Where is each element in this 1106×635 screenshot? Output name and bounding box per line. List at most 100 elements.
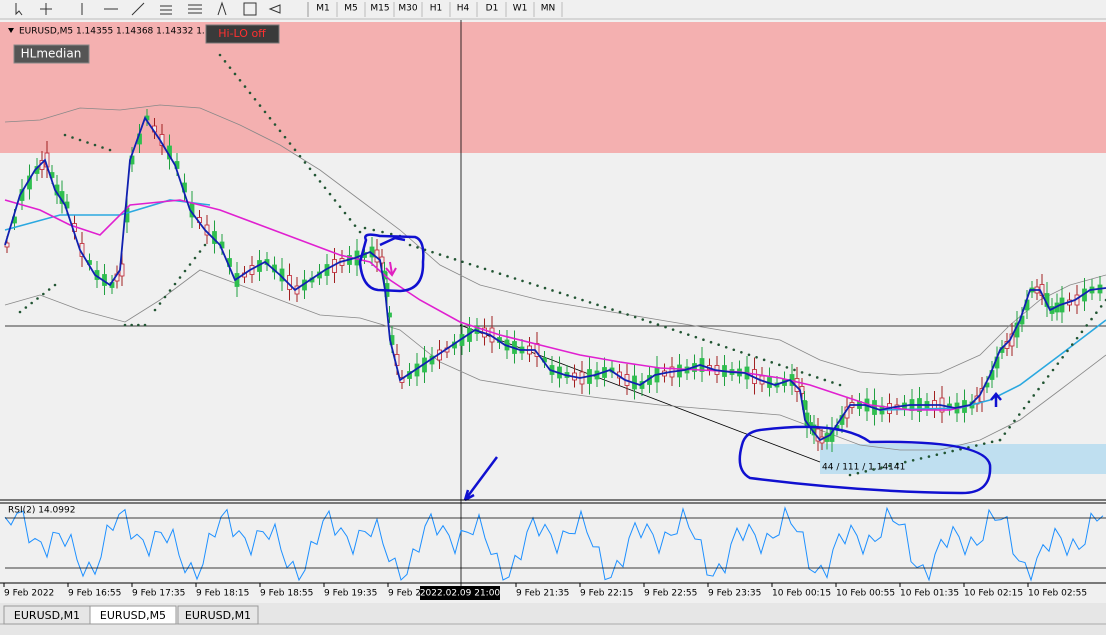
tab-label[interactable]: EURUSD,M5 [100, 609, 166, 622]
sar-dot [453, 258, 457, 261]
sar-dot [880, 466, 883, 469]
tab-label[interactable]: EURUSD,M1 [185, 609, 251, 622]
sar-dot [558, 291, 562, 295]
resistance-zone [0, 22, 1106, 153]
sar-dot [233, 72, 237, 76]
hl-median [4, 116, 1106, 442]
sar-dot [1046, 375, 1050, 378]
sell-arrow [385, 261, 397, 277]
tab-label[interactable]: EURUSD,M1 [14, 609, 80, 622]
sar-dot [1080, 330, 1084, 334]
sar-dot [724, 345, 728, 349]
sar-dot [158, 302, 162, 305]
sar-dot [935, 453, 939, 457]
sar-dot [308, 167, 312, 171]
sar-dot [223, 60, 227, 63]
timeframe-button[interactable]: W1 [513, 4, 528, 14]
sar-dot [528, 281, 532, 285]
sar-dot [438, 253, 442, 256]
sar-dot [498, 272, 502, 276]
time-label: 10 Feb 01:35 [900, 589, 959, 599]
sar-dot [53, 283, 57, 287]
sar-dot [990, 440, 994, 444]
sar-dot [1051, 368, 1055, 372]
sar-dot [694, 335, 698, 339]
sar-dot [93, 143, 97, 147]
sar-dot [800, 371, 804, 374]
time-label: 10 Feb 00:15 [772, 589, 831, 599]
sar-dot [679, 330, 682, 334]
sar-dot [633, 315, 637, 319]
sar-dot [372, 228, 376, 232]
timeframe-button[interactable]: M15 [370, 4, 389, 14]
sar-dot [1061, 355, 1064, 359]
sar-dot [42, 292, 45, 296]
sar-dot [228, 66, 232, 69]
sar-dot [521, 279, 524, 283]
sar-dot [626, 313, 629, 316]
sar-dot [63, 133, 67, 137]
sar-dot [831, 381, 834, 384]
sar-dot [483, 267, 487, 271]
sar-dot [513, 277, 517, 280]
sar-dot [664, 325, 667, 329]
time-label: 9 Feb 2022 [4, 589, 54, 599]
sar-dot [101, 146, 104, 149]
time-label: 10 Feb 02:55 [1028, 589, 1087, 599]
sar-dot [808, 373, 811, 377]
sar-dot [153, 308, 157, 312]
timeframe-button[interactable]: H1 [430, 4, 443, 14]
timeframe-button[interactable]: M30 [398, 4, 417, 14]
sar-dot [363, 226, 367, 230]
timeframe-button[interactable]: MN [541, 4, 556, 14]
timeframe-button[interactable]: M1 [316, 4, 330, 14]
time-label: 9 Feb 17:35 [132, 589, 185, 599]
sar-dot [198, 250, 202, 253]
time-label: 10 Feb 02:15 [964, 589, 1023, 599]
sar-dot [793, 368, 796, 372]
sar-dot [431, 250, 434, 254]
sar-dot [446, 255, 449, 259]
hilo-button-label[interactable]: Hi-LO off [218, 27, 266, 40]
tab[interactable] [177, 605, 259, 625]
sar-dot [1037, 387, 1040, 391]
sar-dot [1070, 343, 1074, 346]
hlmedian-button[interactable] [13, 44, 90, 64]
sar-dot [1075, 336, 1079, 340]
sar-dot [982, 442, 986, 445]
sar-dot [911, 458, 915, 462]
tab[interactable] [89, 605, 177, 625]
sar-dot [770, 361, 774, 364]
sar-dot [1090, 317, 1093, 321]
sar-dot [951, 449, 954, 453]
sar-dot [137, 323, 140, 327]
sar-dot [1099, 305, 1103, 308]
sar-dot [416, 246, 419, 249]
sar-dot [71, 136, 74, 139]
lower-band [4, 269, 1106, 451]
sar-dot [543, 286, 547, 290]
sar-dot [785, 366, 789, 369]
timeframe-button[interactable]: H4 [457, 4, 470, 14]
hlmedian-button-label[interactable]: HLmedian [21, 47, 82, 61]
sar-dot [998, 438, 1002, 442]
sar-dot [603, 305, 607, 309]
sar-dot [130, 323, 133, 327]
indicators [4, 53, 1106, 582]
timeframe-button[interactable]: D1 [486, 4, 499, 14]
time-label: 9 Feb 23:35 [708, 589, 761, 599]
sar-dot [717, 343, 720, 347]
sar-dot [24, 306, 28, 309]
sar-dot [1008, 425, 1011, 429]
sar-dot [864, 470, 868, 473]
sar-dot [163, 295, 167, 299]
sar-dot [468, 262, 472, 266]
time-label: 9 Feb 16:55 [68, 589, 121, 599]
toolbar [0, 0, 1106, 19]
timeframe-button[interactable]: M5 [344, 4, 358, 14]
sar-dot [566, 293, 569, 297]
sar-dot [975, 444, 978, 447]
hilo-button[interactable] [205, 24, 280, 44]
sar-dot [243, 85, 247, 88]
